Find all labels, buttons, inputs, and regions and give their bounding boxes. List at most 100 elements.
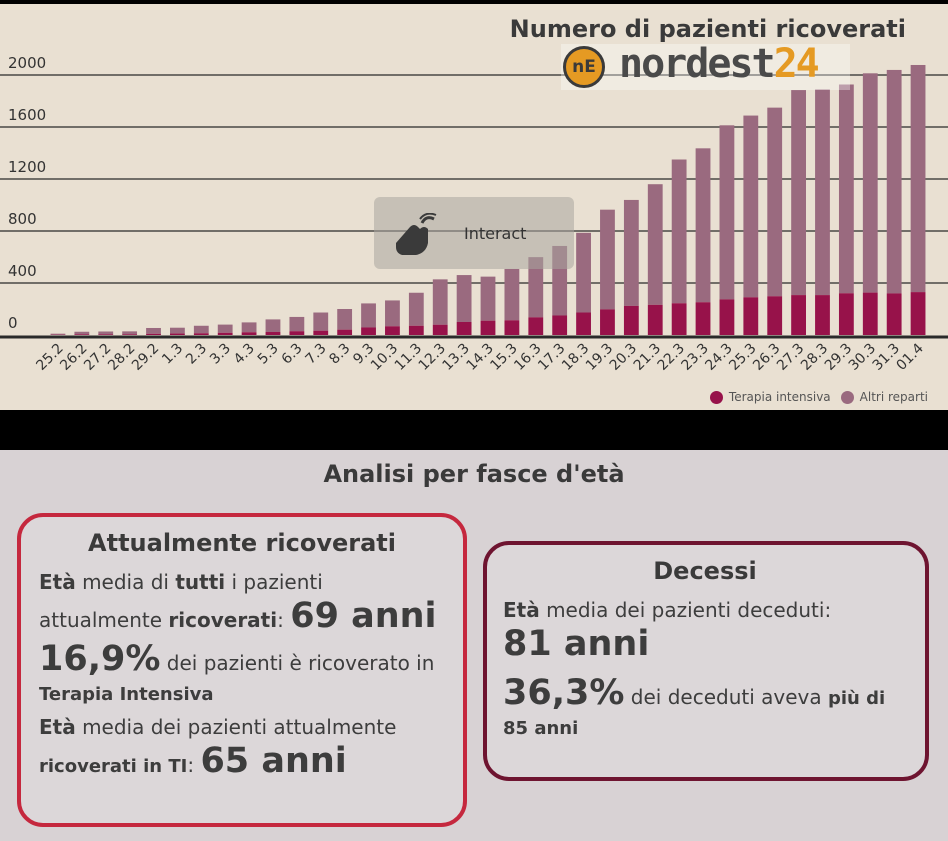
ricoverati-age-text: Età media di tutti i pazienti attualment… bbox=[39, 567, 445, 636]
bar-terapia-intensiva bbox=[361, 327, 376, 335]
bar-terapia-intensiva bbox=[265, 332, 281, 335]
legend-item-terapia: Terapia intensiva bbox=[709, 390, 831, 404]
bar-altri-reparti bbox=[862, 73, 878, 293]
bar-terapia-intensiva bbox=[886, 293, 902, 335]
big-value: 36,3% bbox=[503, 672, 625, 713]
logo-circle: nE bbox=[563, 46, 605, 88]
ricoverati-title: Attualmente ricoverati bbox=[88, 529, 396, 557]
bar-altri-reparti bbox=[241, 322, 257, 333]
text-bold: Età bbox=[39, 715, 76, 739]
bar-altri-reparti bbox=[313, 312, 329, 331]
text-bold: più di 85 anni bbox=[503, 687, 886, 740]
text-bold: tutti bbox=[175, 570, 226, 594]
text: dei pazienti è ricoverato in bbox=[160, 650, 435, 675]
bar-terapia-intensiva bbox=[432, 324, 448, 335]
big-value: 65 anni bbox=[200, 741, 347, 781]
bar-altri-reparti bbox=[193, 325, 209, 334]
bar-terapia-intensiva bbox=[169, 333, 185, 335]
bar-terapia-intensiva bbox=[74, 334, 90, 335]
bar-altri-reparti bbox=[838, 84, 854, 294]
text-bold: Terapia Intensiva bbox=[39, 684, 214, 705]
y-tick-label: 800 bbox=[8, 210, 37, 228]
text-bold: Età bbox=[39, 570, 76, 594]
x-tick-label: 2.3 bbox=[183, 341, 210, 368]
ricoverati-box: Attualmente ricoverati Età media di tutt… bbox=[17, 513, 467, 827]
bar-terapia-intensiva bbox=[815, 295, 830, 335]
bar-terapia-intensiva bbox=[791, 295, 807, 335]
decessi-age-text: Età media dei pazienti deceduti: 81 anni bbox=[503, 595, 907, 664]
bar-terapia-intensiva bbox=[743, 297, 759, 335]
bar-terapia-intensiva bbox=[217, 332, 233, 335]
big-value: 69 anni bbox=[290, 596, 437, 636]
ricoverati-ti-share-text: 16,9% dei pazienti è ricoverato in Terap… bbox=[39, 638, 445, 709]
x-tick-label: 7.3 bbox=[303, 341, 330, 368]
bar-altri-reparti bbox=[886, 69, 902, 294]
bar-terapia-intensiva bbox=[600, 309, 615, 335]
interact-label: Interact bbox=[464, 224, 527, 243]
bar-terapia-intensiva bbox=[456, 322, 472, 335]
bar-terapia-intensiva bbox=[193, 333, 209, 335]
bar-altri-reparti bbox=[910, 64, 926, 293]
legend-label-altri: Altri reparti bbox=[859, 390, 928, 404]
bar-altri-reparti bbox=[432, 279, 448, 325]
bar-altri-reparti bbox=[647, 184, 663, 305]
bar-altri-reparti bbox=[504, 268, 520, 321]
bar-altri-reparti bbox=[791, 90, 807, 296]
bar-altri-reparti bbox=[456, 275, 472, 322]
legend-dot-terapia bbox=[709, 390, 723, 404]
bar-altri-reparti bbox=[122, 331, 138, 335]
bar-altri-reparti bbox=[576, 232, 591, 313]
y-tick-label: 0 bbox=[8, 314, 18, 332]
bar-terapia-intensiva bbox=[528, 317, 544, 335]
bar-altri-reparti bbox=[98, 331, 114, 335]
y-tick-label: 2000 bbox=[8, 54, 46, 72]
ricoverati-ti-age-text: Età media dei pazienti attualmente ricov… bbox=[39, 712, 445, 781]
big-value: 16,9% bbox=[39, 638, 161, 679]
bar-terapia-intensiva bbox=[623, 305, 639, 335]
text: : bbox=[187, 753, 201, 777]
nordest24-logo: nE nordest24 bbox=[561, 41, 850, 90]
text: : bbox=[277, 608, 291, 632]
y-tick-label: 400 bbox=[8, 262, 37, 280]
x-tick-label: 29.2 bbox=[129, 341, 162, 374]
bar-altri-reparti bbox=[815, 89, 830, 296]
big-value: 81 anni bbox=[503, 624, 650, 664]
decessi-title: Decessi bbox=[653, 557, 757, 585]
bar-altri-reparti bbox=[385, 300, 400, 327]
text-bold: Età bbox=[503, 598, 540, 622]
decessi-box: Decessi Età media dei pazienti deceduti:… bbox=[483, 541, 929, 781]
bar-terapia-intensiva bbox=[504, 320, 520, 335]
bar-terapia-intensiva bbox=[122, 334, 138, 335]
logo-text-b: 24 bbox=[773, 41, 820, 87]
text-bold: ricoverati in TI bbox=[39, 756, 188, 777]
bar-terapia-intensiva bbox=[337, 329, 353, 335]
analysis-title: Analisi per fasce d'età bbox=[323, 460, 625, 488]
bar-terapia-intensiva bbox=[767, 296, 783, 335]
stacked-bar-chart: 040080012001600200025.226.227.228.229.21… bbox=[0, 54, 948, 374]
y-tick-label: 1600 bbox=[8, 106, 46, 124]
bar-terapia-intensiva bbox=[408, 325, 424, 335]
bar-altri-reparti bbox=[361, 303, 376, 328]
text-bold: ricoverati bbox=[168, 608, 278, 632]
bar-terapia-intensiva bbox=[146, 333, 161, 335]
legend-item-altri: Altri reparti bbox=[840, 390, 928, 404]
age-analysis-panel: Analisi per fasce d'età Attualmente rico… bbox=[0, 450, 948, 841]
decessi-over85-text: 36,3% dei deceduti aveva più di 85 anni bbox=[503, 672, 907, 743]
chart-title: Numero di pazienti ricoverati bbox=[509, 15, 906, 43]
bar-altri-reparti bbox=[169, 327, 185, 334]
bar-terapia-intensiva bbox=[480, 320, 496, 335]
interact-overlay-button[interactable]: Interact bbox=[374, 197, 574, 269]
logo-text: nordest24 bbox=[619, 41, 820, 87]
text: i pazienti attualmente bbox=[39, 570, 323, 632]
bar-altri-reparti bbox=[719, 125, 735, 300]
logo-text-a: nordest bbox=[619, 41, 776, 87]
bar-altri-reparti bbox=[146, 327, 161, 334]
bar-terapia-intensiva bbox=[98, 334, 114, 335]
bar-altri-reparti bbox=[289, 316, 305, 332]
bar-terapia-intensiva bbox=[647, 304, 663, 335]
bar-altri-reparti bbox=[408, 292, 424, 326]
bar-terapia-intensiva bbox=[241, 332, 257, 335]
text: media di bbox=[75, 570, 176, 594]
x-tick-label: 3.3 bbox=[207, 341, 234, 368]
hand-pointer-icon bbox=[396, 213, 437, 255]
